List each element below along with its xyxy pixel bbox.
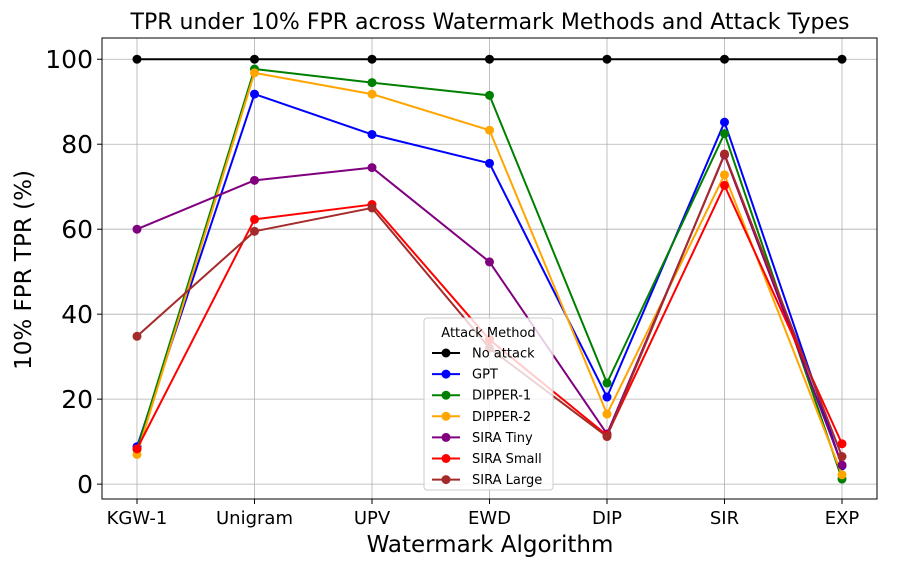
legend-entry: DIPPER-2	[432, 410, 531, 425]
data-point	[602, 54, 612, 64]
legend-label: SIRA Large	[472, 473, 542, 488]
data-point	[837, 54, 847, 64]
legend-swatch-marker	[441, 348, 451, 358]
y-axis-label: 10% FPR TPR (%)	[11, 170, 37, 370]
data-point	[250, 68, 259, 78]
legend-swatch-marker	[441, 390, 451, 400]
y-tick-label: 100	[45, 45, 93, 74]
data-point	[837, 470, 847, 480]
chart-title: TPR under 10% FPR across Watermark Metho…	[130, 10, 850, 35]
x-tick-label: DIP	[592, 508, 622, 529]
x-tick-label: Unigram	[216, 508, 293, 529]
data-point	[720, 180, 729, 190]
y-tick-label: 60	[61, 215, 93, 244]
data-point	[837, 452, 847, 462]
legend-label: No attack	[472, 347, 535, 362]
data-point	[485, 90, 494, 100]
data-point	[250, 214, 259, 224]
axes: KGW-1 Unigram UPV EWD DIP SIR EXP 0 20 40 60 80 100	[45, 45, 859, 529]
legend-entry: SIRA Small	[432, 452, 542, 467]
legend-swatch-marker	[441, 411, 451, 421]
legend-entry: DIPPER-1	[432, 389, 531, 404]
data-point	[367, 129, 377, 139]
legend-entry: No attack	[432, 347, 535, 362]
data-point	[250, 89, 259, 99]
data-point	[367, 203, 377, 213]
legend-entry: SIRA Tiny	[432, 431, 533, 446]
legend-entries: No attack GPT DIPPER-1 DIPPER-2 SIRA Tiny SIR…	[432, 347, 542, 488]
y-tick-label: 80	[61, 130, 93, 159]
legend-entry: SIRA Large	[432, 473, 542, 488]
data-point	[602, 432, 612, 442]
data-point	[250, 175, 259, 185]
data-point	[132, 331, 142, 341]
data-point	[602, 409, 612, 419]
legend-swatch-marker	[441, 432, 451, 442]
data-point	[602, 392, 612, 402]
data-point	[485, 158, 494, 168]
data-point	[250, 226, 259, 236]
legend-swatch-marker	[441, 454, 451, 463]
data-point	[132, 224, 142, 234]
legend-label: DIPPER-1	[472, 389, 531, 404]
legend-label: GPT	[472, 368, 498, 383]
data-point	[720, 54, 729, 64]
data-point	[720, 129, 729, 139]
data-point	[367, 78, 377, 88]
legend-label: SIRA Tiny	[472, 431, 533, 446]
data-point	[132, 54, 142, 64]
legend-swatch-marker	[441, 475, 451, 485]
data-point	[367, 163, 377, 173]
data-point	[485, 125, 494, 135]
data-point	[485, 257, 494, 267]
legend: Attack Method No attack GPT DIPPER-1 DIPPER…	[423, 317, 554, 491]
legend-entry: GPT	[432, 368, 498, 383]
legend-label: SIRA Small	[472, 452, 542, 467]
series-dipper-2	[132, 68, 847, 480]
data-point	[602, 378, 612, 388]
data-point	[720, 170, 729, 180]
legend-label: DIPPER-2	[472, 410, 531, 425]
x-tick-label: KGW-1	[107, 508, 168, 529]
x-tick-label: UPV	[354, 508, 391, 529]
legend-swatch-marker	[441, 369, 451, 379]
y-tick-label: 0	[77, 470, 93, 499]
x-tick-label: EXP	[825, 508, 860, 529]
data-point	[485, 54, 494, 64]
data-point	[367, 54, 377, 64]
data-point	[837, 439, 847, 449]
data-point	[250, 54, 259, 64]
x-tick-label: EWD	[468, 508, 511, 529]
data-point	[837, 460, 847, 470]
data-point	[720, 149, 729, 159]
y-tick-label: 40	[61, 300, 93, 329]
data-point	[367, 89, 377, 99]
legend-box	[423, 317, 554, 491]
data-point	[720, 117, 729, 127]
series-no-attack	[132, 54, 847, 64]
x-tick-label: SIR	[710, 508, 739, 529]
legend-title: Attack Method	[441, 326, 535, 341]
x-axis-label: Watermark Algorithm	[367, 532, 614, 558]
data-point	[132, 444, 142, 454]
y-tick-label: 20	[61, 385, 93, 414]
